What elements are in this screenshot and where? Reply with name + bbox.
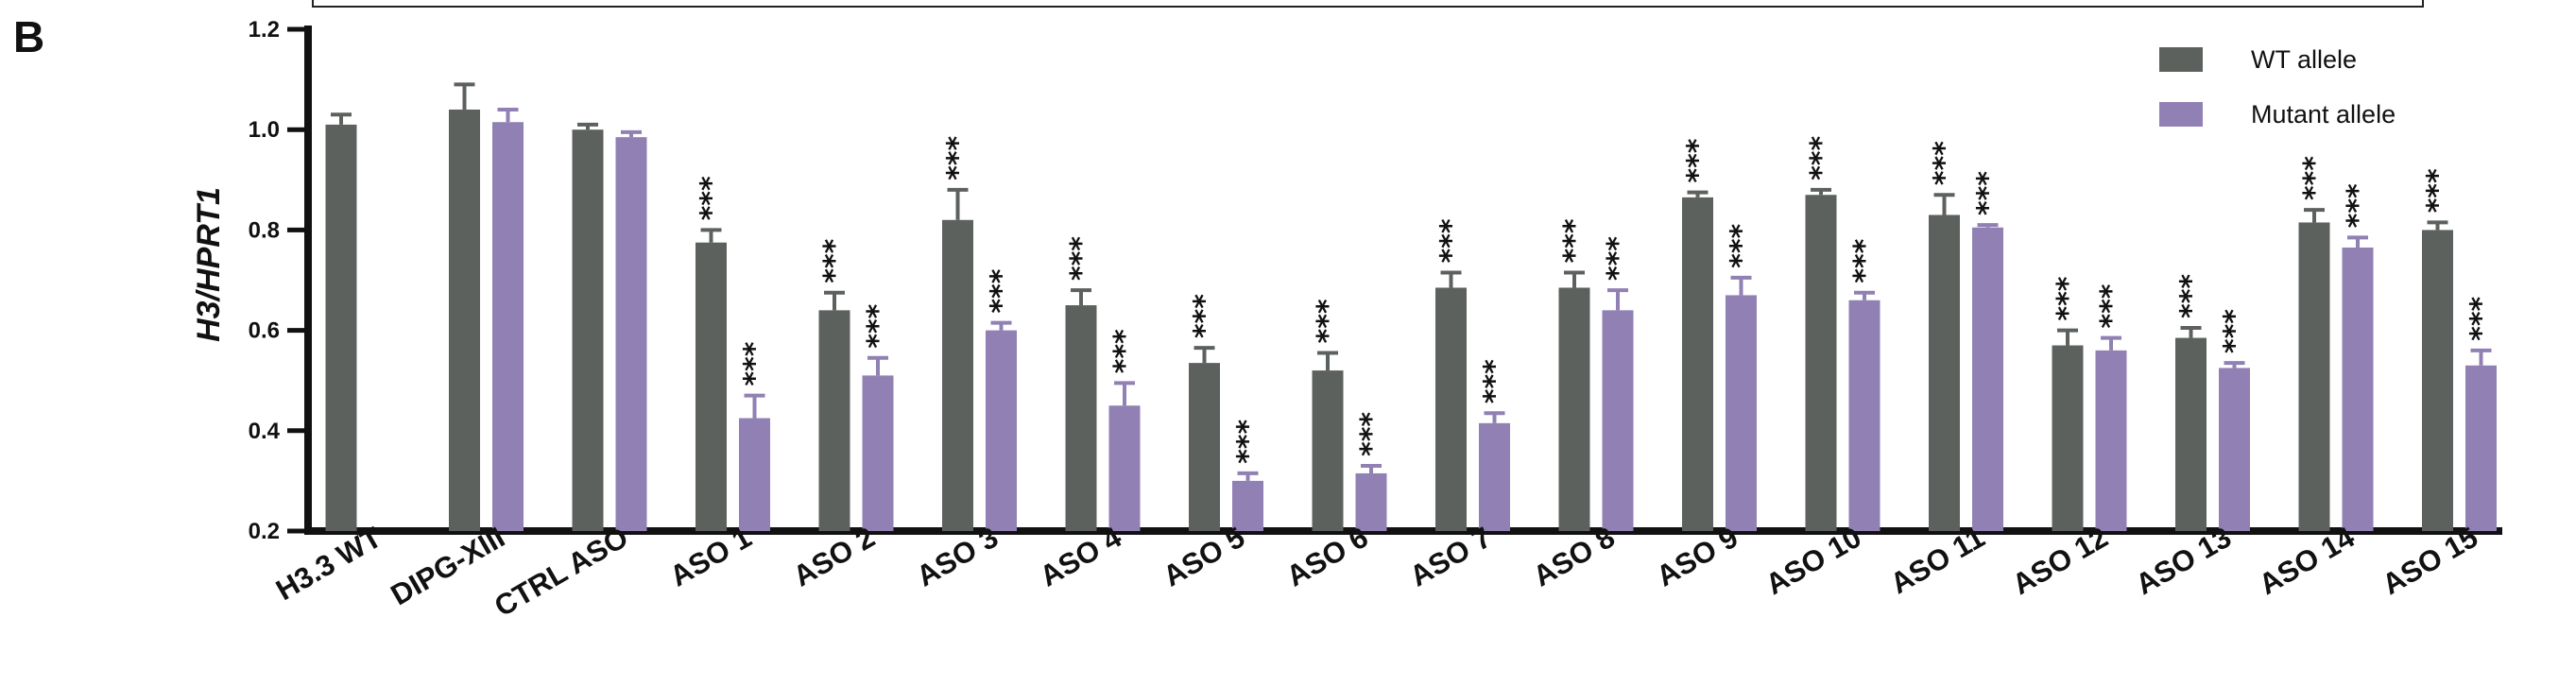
chart-significance-markers: *** *** *** *** *** *** *** *** *** *** *** *** *** *… <box>696 136 2499 464</box>
significance-marker: *** <box>1108 329 1142 373</box>
mutant-allele-bar <box>739 418 770 531</box>
mutant-allele-bar <box>1848 300 1880 531</box>
wt-allele-bar <box>696 242 727 531</box>
chart-axes <box>287 26 2502 535</box>
mutant-allele-bar <box>492 122 524 532</box>
chart-error-bars <box>331 82 2492 481</box>
significance-marker: *** <box>2342 183 2375 228</box>
y-tick-label: 1.2 <box>249 17 280 43</box>
significance-marker: *** <box>818 238 851 283</box>
wt-allele-bar <box>1435 287 1467 531</box>
wt-allele-bar <box>449 109 480 532</box>
significance-marker: *** <box>1929 141 1962 185</box>
wt-allele-bar <box>2298 222 2330 531</box>
wt-allele-bar <box>572 129 604 531</box>
significance-marker: *** <box>2175 274 2208 318</box>
wt-allele-bar <box>2175 337 2207 531</box>
legend-label: Mutant allele <box>2251 100 2396 129</box>
wt-allele-bar <box>325 124 357 531</box>
wt-allele-bar <box>2422 230 2453 531</box>
wt-allele-bar <box>1558 287 1590 531</box>
significance-marker: *** <box>2465 296 2499 340</box>
x-tick-label: CTRL ASO <box>489 521 633 624</box>
wt-allele-bar <box>942 219 973 531</box>
mutant-allele-bar <box>1479 422 1510 531</box>
significance-marker: *** <box>1479 359 1512 403</box>
wt-allele-bar <box>818 310 850 531</box>
significance-marker: *** <box>739 341 772 386</box>
significance-marker: *** <box>2219 309 2252 353</box>
significance-marker: *** <box>696 176 729 220</box>
y-tick-label: 0.8 <box>249 217 280 243</box>
significance-marker: *** <box>2298 156 2331 200</box>
significance-marker: *** <box>1848 238 1881 283</box>
wt-allele-bar <box>1682 197 1713 531</box>
legend-label: WT allele <box>2251 45 2357 74</box>
significance-marker: *** <box>1602 236 1635 281</box>
significance-marker: *** <box>1065 236 1098 281</box>
mutant-allele-bar <box>2342 247 2374 531</box>
wt-allele-bar <box>1189 363 1220 531</box>
chart-legend: WT allele Mutant allele <box>2159 45 2396 129</box>
y-tick-label: 0.2 <box>249 519 280 544</box>
mutant-allele-bar <box>1972 227 2003 531</box>
mutant-allele-bar <box>2465 365 2497 531</box>
y-axis-label: H3/HPRT1 <box>191 187 227 342</box>
panel-label: B <box>13 12 45 61</box>
legend-swatch-mutant <box>2159 102 2203 127</box>
significance-marker: *** <box>1435 218 1468 263</box>
significance-marker: *** <box>1805 136 1838 180</box>
y-tick-label: 0.4 <box>249 419 281 444</box>
mutant-allele-bar <box>1108 405 1141 531</box>
chart-y-tick-labels: 0.2 0.4 0.6 0.8 1.0 1.2 <box>249 17 281 544</box>
mutant-allele-bar <box>2095 350 2127 531</box>
significance-marker: *** <box>1558 218 1591 263</box>
wt-allele-bar <box>2052 345 2084 531</box>
significance-marker: *** <box>862 303 895 348</box>
chart-bars <box>325 109 2497 532</box>
mutant-allele-bar <box>862 375 894 531</box>
wt-allele-bar <box>1065 305 1097 531</box>
y-tick-label: 1.0 <box>249 117 280 143</box>
significance-marker: *** <box>1189 294 1222 338</box>
mutant-allele-bar <box>2219 368 2250 531</box>
wt-allele-bar <box>1929 214 1960 531</box>
significance-marker: *** <box>2095 283 2128 328</box>
upper-panel-frame <box>312 0 2424 8</box>
significance-marker: *** <box>2422 168 2455 213</box>
significance-marker: *** <box>1682 138 1715 182</box>
wt-allele-bar <box>1805 195 1837 532</box>
wt-allele-bar <box>1312 370 1344 531</box>
significance-marker: *** <box>2052 276 2085 320</box>
significance-marker: *** <box>1726 223 1759 267</box>
significance-marker: *** <box>942 136 975 180</box>
mutant-allele-bar <box>615 137 647 532</box>
mutant-allele-bar <box>1602 310 1634 531</box>
significance-marker: *** <box>1232 420 1265 464</box>
legend-swatch-wt <box>2159 47 2203 72</box>
significance-marker: *** <box>1972 171 2005 215</box>
mutant-allele-bar <box>1726 295 1757 531</box>
significance-marker: *** <box>986 268 1019 313</box>
significance-marker: *** <box>1312 299 1345 343</box>
mutant-allele-bar <box>1355 472 1387 531</box>
y-tick-label: 0.6 <box>249 318 280 344</box>
mutant-allele-bar <box>986 330 1017 531</box>
significance-marker: *** <box>1355 412 1388 456</box>
mutant-allele-bar <box>1232 480 1263 531</box>
